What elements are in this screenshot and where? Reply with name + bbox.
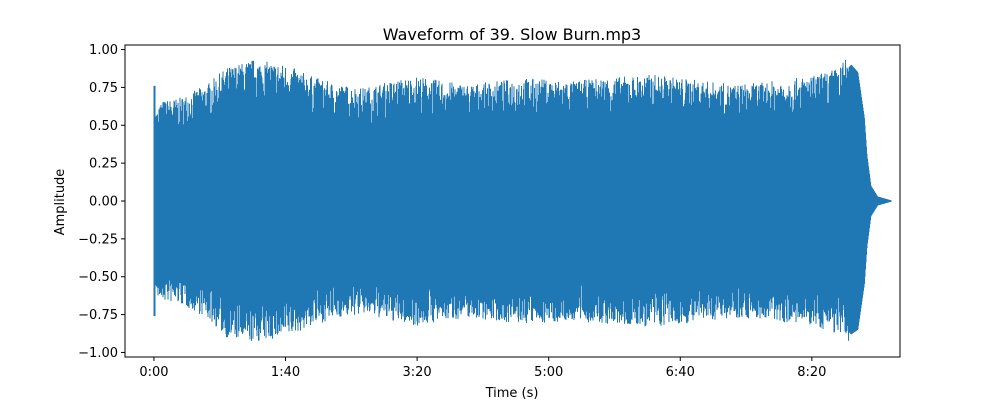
x-tick-label: 1:40 bbox=[271, 365, 300, 380]
y-tick-label: −0.75 bbox=[78, 308, 118, 323]
plot-area bbox=[153, 60, 892, 341]
y-tick-label: 0.75 bbox=[89, 81, 118, 96]
x-tick-label: 6:40 bbox=[666, 365, 695, 380]
y-tick-label: 0.00 bbox=[89, 195, 118, 210]
x-tick-label: 0:00 bbox=[139, 365, 168, 380]
waveform-series-0 bbox=[153, 60, 892, 341]
y-tick-label: −0.50 bbox=[78, 270, 118, 285]
chart-title: Waveform of 39. Slow Burn.mp3 bbox=[383, 25, 641, 44]
x-tick-label: 5:00 bbox=[534, 365, 563, 380]
y-tick-label: −1.00 bbox=[78, 346, 118, 361]
y-tick-label: 1.00 bbox=[89, 43, 118, 58]
x-tick-label: 3:20 bbox=[403, 365, 432, 380]
x-axis: 0:00 1:40 3:20 5:00 6:40 8:20 bbox=[139, 357, 826, 380]
y-axis-label: Amplitude bbox=[53, 169, 68, 236]
y-tick-label: 0.25 bbox=[89, 157, 118, 172]
y-tick-label: −0.25 bbox=[78, 232, 118, 247]
y-axis: 1.00 0.75 0.50 0.25 0.00 −0.25 −0.50 −0.75 −1.00 bbox=[78, 43, 125, 361]
y-tick-label: 0.50 bbox=[89, 119, 118, 134]
x-tick-label: 8:20 bbox=[797, 365, 826, 380]
x-axis-label: Time (s) bbox=[485, 386, 539, 400]
